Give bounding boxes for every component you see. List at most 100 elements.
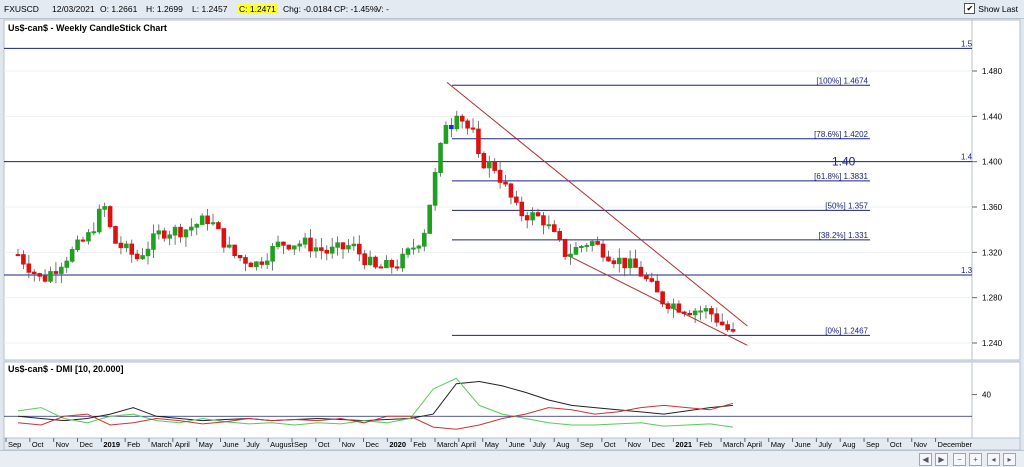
candle-body: [340, 242, 346, 250]
time-tick-label: Dec: [366, 440, 380, 449]
candle-body: [508, 183, 514, 198]
candle-body: [362, 253, 367, 266]
candle-body: [367, 256, 373, 266]
chart-svg: Us$-can$ - Weekly CandleStick Chart 1.5 1…: [3, 19, 1021, 450]
level-line-label: 1.5: [961, 39, 973, 48]
candle-body: [275, 241, 281, 248]
candle-body: [42, 275, 48, 282]
candle-body: [638, 266, 644, 277]
change-label: Chg: -0.0184: [283, 4, 333, 14]
candle-body: [443, 125, 449, 144]
price-tick-label: 1.240: [982, 339, 1003, 348]
candle-body: [579, 245, 584, 248]
scroll-start-icon[interactable]: ◂: [987, 453, 1000, 466]
scroll-end-icon[interactable]: ▸: [1003, 453, 1016, 466]
candle-body: [210, 222, 216, 225]
candle-body: [335, 242, 340, 248]
candle-body: [427, 204, 432, 234]
candle-body: [486, 161, 492, 169]
time-tick-label: July: [246, 440, 260, 449]
candle-body: [124, 243, 129, 249]
time-tick-label: Nov: [914, 440, 928, 449]
candle-body: [584, 244, 590, 247]
open-label: O: 1.2661: [100, 4, 138, 14]
candle-body: [714, 313, 720, 323]
time-tick-label: June: [223, 440, 239, 449]
candle-body: [351, 243, 357, 247]
candle-body: [421, 232, 427, 247]
low-label: L: 1.2457: [192, 4, 228, 14]
candle-body: [649, 278, 655, 282]
zoom-in-icon[interactable]: +: [969, 453, 982, 466]
candle-body: [167, 234, 172, 239]
candle-body: [346, 245, 351, 250]
time-tick-label: May: [199, 440, 213, 449]
candle-body: [530, 212, 535, 221]
candle-body: [53, 271, 59, 274]
candle-body: [313, 247, 319, 252]
candle-body: [15, 254, 21, 257]
candle-body: [129, 243, 135, 255]
candle-body: [31, 271, 37, 275]
fib-level-label: [0%] 1.2467: [825, 326, 868, 335]
symbol-label: FXUSCD: [4, 4, 39, 14]
candle-body: [140, 255, 145, 260]
chart-scrollbar[interactable]: ◀ ▶ − + ◂ ▸: [0, 450, 1024, 467]
price-tick-label: 1.280: [982, 294, 1003, 303]
candle-body: [535, 212, 541, 217]
candle-body: [470, 127, 476, 130]
candle-body: [96, 208, 102, 233]
candle-body: [432, 172, 438, 206]
time-tick-label: 2021: [675, 440, 692, 449]
dmi-series-line: [17, 402, 734, 430]
candle-body: [400, 253, 405, 269]
candle-body: [226, 244, 232, 248]
level-1-40-label: 1.40: [832, 155, 856, 169]
candle-body: [297, 243, 302, 247]
candle-body: [389, 260, 395, 268]
candle-body: [26, 263, 32, 273]
time-tick-label: April: [747, 440, 762, 449]
time-tick-label: Aug: [842, 440, 855, 449]
time-tick-label: Feb: [699, 440, 712, 449]
candle-body: [270, 246, 275, 262]
time-tick-label: Sep: [580, 440, 593, 449]
candle-body: [654, 280, 660, 293]
candle-body: [145, 248, 151, 257]
time-tick-label: March: [437, 440, 458, 449]
candle-body: [562, 238, 568, 257]
zoom-out-icon[interactable]: −: [953, 453, 966, 466]
time-tick-label: Oct: [318, 440, 331, 449]
candle-body: [546, 224, 552, 227]
time-tick-label: Nov: [342, 440, 356, 449]
scroll-right-icon[interactable]: ▶: [935, 453, 948, 466]
scroll-left-icon[interactable]: ◀: [919, 453, 932, 466]
candle-body: [476, 128, 481, 155]
volume-label: V: -: [376, 4, 389, 14]
time-tick-label: Sep: [294, 440, 307, 449]
price-axis-area: [971, 19, 1021, 361]
price-tick-label: 1.360: [982, 203, 1003, 212]
time-tick-label: Nov: [628, 440, 642, 449]
candle-body: [465, 120, 470, 129]
candle-body: [622, 257, 628, 269]
candle-body: [216, 222, 221, 230]
time-tick-label: July: [818, 440, 832, 449]
show-last-toggle[interactable]: ✔ Show Last: [964, 3, 1018, 14]
candle-body: [302, 237, 308, 245]
time-tick-label: March: [723, 440, 744, 449]
candle-body: [248, 262, 254, 268]
candle-body: [151, 233, 156, 250]
fib-level-label: [78.6%] 1.4202: [814, 130, 868, 139]
level-line-label: 1.3: [961, 266, 973, 275]
candle-body: [69, 248, 75, 262]
checkbox-icon[interactable]: ✔: [964, 3, 976, 14]
candle-body: [503, 181, 508, 185]
candle-body: [48, 271, 53, 282]
candle-body: [378, 266, 384, 269]
candle-body: [161, 230, 167, 239]
time-tick-label: Aug: [556, 440, 569, 449]
candle-body: [259, 261, 265, 265]
candle-body: [232, 244, 237, 257]
candle-body: [524, 215, 530, 221]
